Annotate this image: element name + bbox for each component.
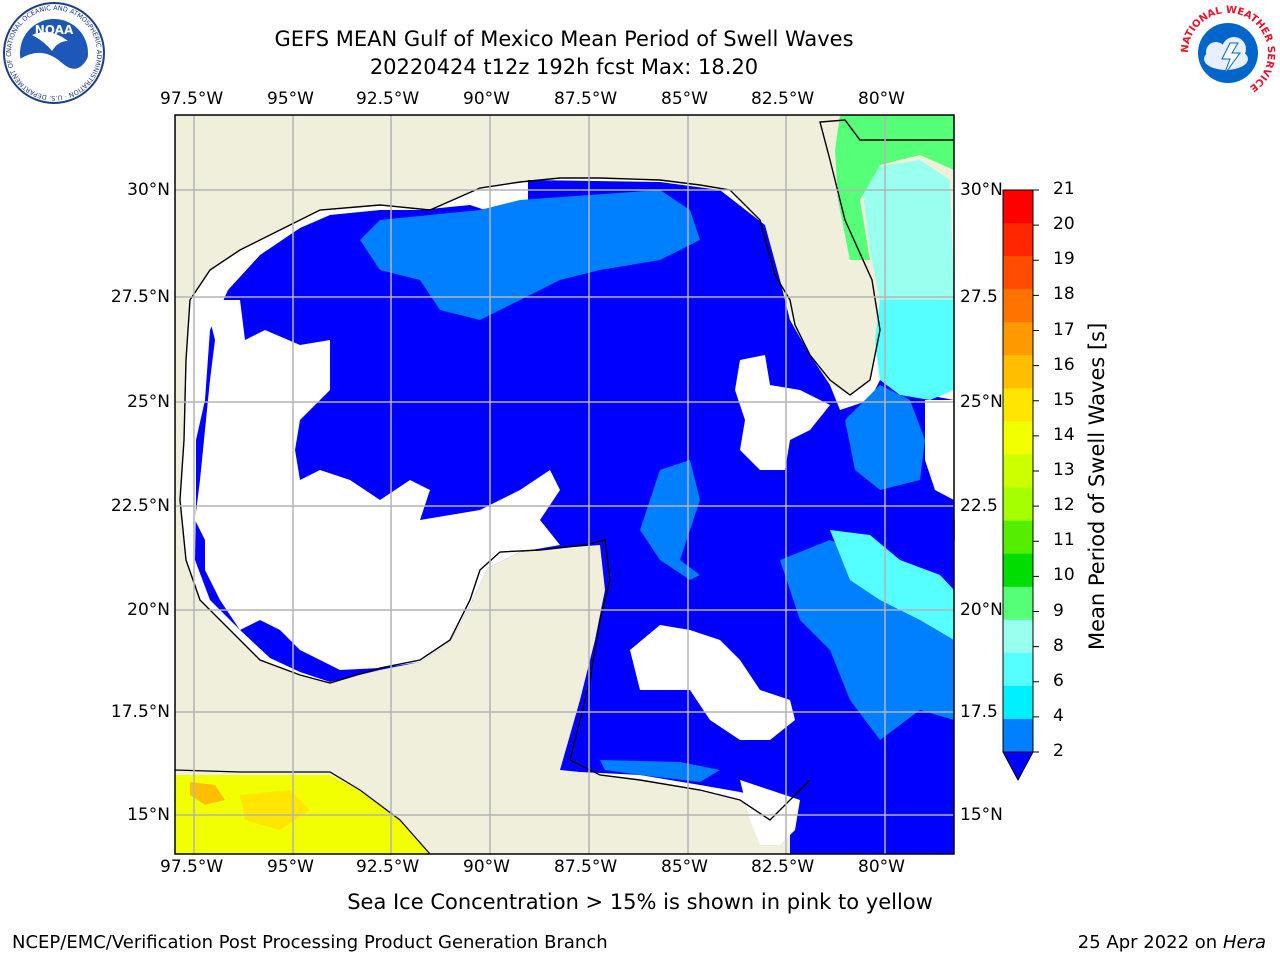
machine-name: Hera [1222, 932, 1266, 953]
colorbar-extend-triangle [1002, 751, 1034, 782]
lat-label-right: 17.5 [960, 702, 998, 722]
lat-label-left: 20°N [127, 600, 170, 620]
colorbar-ticks [1033, 189, 1039, 753]
lat-label-right: 30°N [960, 180, 1003, 200]
colorbar-tick-label: 19 [1053, 249, 1075, 270]
colorbar-tick-label: 10 [1053, 565, 1075, 586]
colorbar-tick-label: 17 [1053, 319, 1075, 340]
lon-label-top: 90°W [463, 89, 510, 109]
colorbar-segment [1003, 718, 1033, 753]
colorbar-segment [1003, 553, 1033, 588]
lat-label-left: 15°N [127, 805, 170, 825]
lon-label-bottom: 90°W [463, 857, 510, 877]
ocean-mid-blue-bottom [600, 760, 720, 782]
colorbar-segment [1003, 256, 1033, 290]
colorbar-segment [1003, 190, 1033, 224]
no-data-florida-strait [735, 355, 830, 470]
map-border [174, 114, 955, 855]
colorbar-tick-label: 11 [1053, 530, 1075, 551]
colorbar-segment [1003, 652, 1033, 687]
lon-label-bottom: 97.5°W [160, 857, 224, 877]
colorbar-segment [1003, 421, 1033, 455]
ocean-mid-blue-north [360, 190, 700, 320]
no-data-honduras [740, 780, 800, 845]
sea-ice-note: Sea Ice Concentration > 15% is shown in … [347, 890, 933, 914]
lon-label-bottom: 95°W [267, 857, 314, 877]
lon-label-top: 92.5°W [356, 89, 420, 109]
colorbar-segment [1003, 619, 1033, 654]
graticule [175, 115, 954, 854]
lat-label-right: 15°N [960, 805, 1003, 825]
colorbar-segment [1003, 685, 1033, 720]
noaa-logo: NATIONAL OCEANIC AND ATMOSPHERIC ADMINIS… [2, 1, 105, 104]
coastline [179, 119, 954, 821]
lat-label-right: 22.5 [960, 496, 998, 516]
colorbar-tick-label: 15 [1053, 389, 1075, 410]
colorbar-segment [1003, 586, 1033, 621]
lat-label-left: 25°N [127, 392, 170, 412]
colorbar-tick-label: 14 [1053, 424, 1075, 445]
colorbar-tick-label: 4 [1053, 705, 1064, 726]
lon-label-top: 85°W [661, 89, 708, 109]
lon-label-bottom: 82.5°W [751, 857, 815, 877]
lat-label-right: 25°N [960, 392, 1003, 412]
noaa-logo-text: NOAA [35, 23, 74, 37]
lat-label-right: 20°N [960, 600, 1003, 620]
chart-title: GEFS MEAN Gulf of Mexico Mean Period of … [274, 27, 854, 51]
date-text: 25 Apr 2022 on [1077, 932, 1223, 953]
lon-label-top: 95°W [267, 89, 314, 109]
credit-line: NCEP/EMC/Verification Post Processing Pr… [12, 932, 608, 953]
colorbar-segment [1003, 487, 1033, 522]
colorbar-tick-label: 12 [1053, 495, 1075, 516]
sea-ice-pacific-orange [190, 782, 225, 805]
colorbar-tick-label: 2 [1053, 741, 1064, 761]
colorbar-tick-label: 6 [1053, 670, 1064, 691]
lat-label-left: 27.5°N [110, 287, 170, 307]
ocean-mid-blue-central [640, 460, 700, 580]
ocean-dark-blue [195, 180, 954, 854]
map-frame [174, 114, 955, 855]
colorbar-tick-label: 21 [1053, 179, 1075, 199]
lon-label-bottom: 87.5°W [554, 857, 618, 877]
lat-label-left: 17.5°N [110, 702, 170, 722]
no-data-keys [925, 400, 954, 500]
lon-label-bottom: 92.5°W [356, 857, 420, 877]
lon-label-top: 80°W [858, 89, 905, 109]
colorbar-segment [1003, 520, 1033, 555]
colorbar-tick-label: 8 [1053, 635, 1064, 656]
coastline-pacific [174, 769, 431, 855]
colorbar-segment [1003, 355, 1033, 389]
chart-subtitle: 20220424 t12z 192h fcst Max: 18.20 [369, 55, 759, 79]
colorbar-tick-label: 16 [1053, 354, 1075, 375]
colorbar-segments [1003, 190, 1033, 753]
colorbar-segment [1003, 322, 1033, 356]
colorbar-label: Mean Period of Swell Waves [s] [1085, 322, 1109, 650]
colorbar-segment [1003, 454, 1033, 489]
colorbar-segment [1003, 223, 1033, 257]
date-line: 25 Apr 2022 on Hera [1078, 932, 1266, 953]
lat-label-left: 22.5°N [110, 496, 170, 516]
colorbar-tick-label: 20 [1053, 214, 1075, 235]
colorbar-tick-label: 9 [1053, 600, 1064, 621]
no-data-west [195, 300, 560, 670]
lat-label-right: 27.5 [960, 287, 998, 307]
colorbar-tick-label: 13 [1053, 460, 1075, 480]
colorbar-tick-label: 18 [1053, 284, 1075, 305]
ocean-cyan-south [830, 530, 954, 640]
lat-label-left: 30°N [127, 180, 170, 200]
lon-label-top: 97.5°W [160, 89, 224, 109]
lon-label-top: 87.5°W [554, 89, 618, 109]
ocean-cyan-ne [860, 160, 954, 300]
colorbar-segment [1003, 289, 1033, 323]
ocean-cyan-east [875, 300, 954, 400]
lon-label-bottom: 80°W [858, 857, 905, 877]
nws-logo: NATIONAL WEATHER SERVICE [1180, 5, 1276, 101]
lon-label-bottom: 85°W [661, 857, 708, 877]
colorbar-segment [1003, 388, 1033, 422]
lon-label-top: 82.5°W [751, 89, 815, 109]
ocean-green-ne [835, 115, 954, 260]
